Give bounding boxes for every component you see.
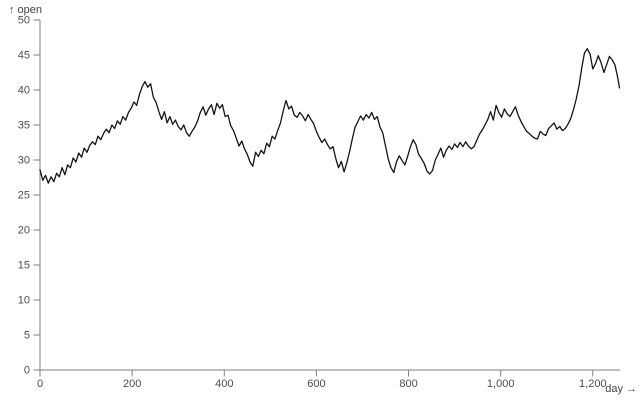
y-axis-title: ↑ open — [9, 4, 42, 16]
y-tick-label: 40 — [18, 85, 30, 97]
y-tick-label: 50 — [18, 15, 30, 27]
x-axis: 0 200 400 600 800 1,000 1,200 — [37, 369, 620, 390]
y-tick-label: 45 — [18, 50, 30, 62]
x-tick-label: 1,000 — [487, 378, 515, 390]
x-tick-label: 600 — [307, 378, 325, 390]
y-tick-label: 0 — [24, 365, 30, 377]
y-tick-label: 10 — [18, 295, 30, 307]
x-tick-label: 400 — [215, 378, 233, 390]
x-axis-title: day → — [605, 383, 637, 395]
y-tick-label: 25 — [18, 190, 30, 202]
y-tick-label: 30 — [18, 155, 30, 167]
x-tick-label: 1,200 — [579, 378, 607, 390]
y-tick-label: 5 — [24, 330, 30, 342]
y-tick-label: 35 — [18, 120, 30, 132]
y-axis: 0 5 10 15 20 25 30 35 40 45 50 — [18, 15, 41, 377]
y-tick-label: 15 — [18, 260, 30, 272]
x-tick-label: 200 — [123, 378, 141, 390]
x-tick-label: 0 — [37, 378, 43, 390]
y-tick-label: 20 — [18, 225, 30, 237]
x-tick-label: 800 — [399, 378, 417, 390]
open-price-line — [39, 48, 621, 184]
